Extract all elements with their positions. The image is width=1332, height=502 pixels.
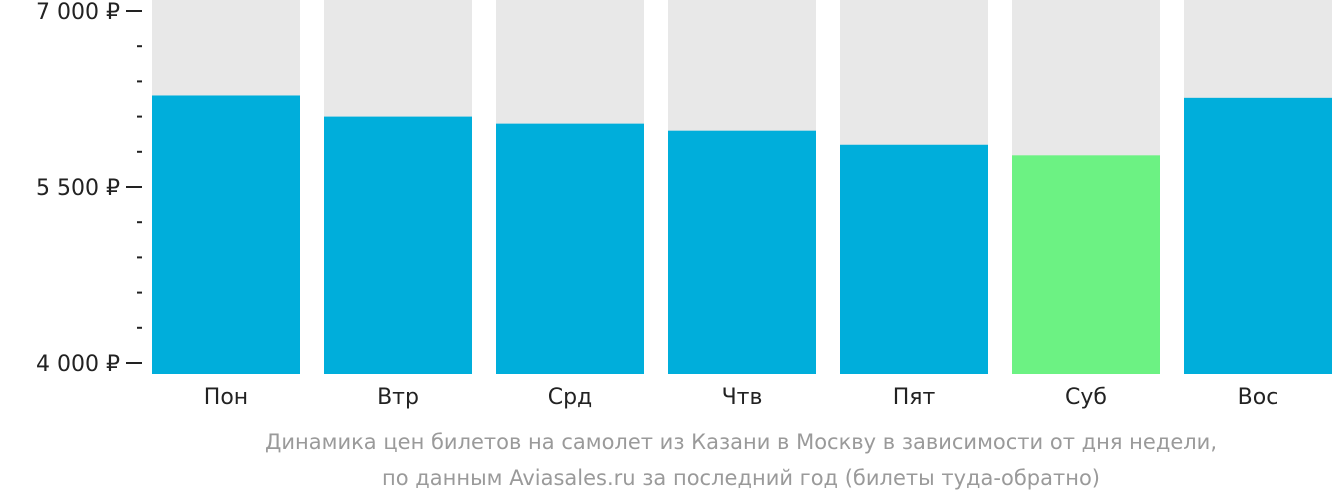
chart-caption-line2: по данным Aviasales.ru за последний год … xyxy=(382,466,1100,490)
bars: Пон Втр Срд Чтв Пят Суб Вос xyxy=(152,0,1332,410)
x-tick-label: Срд xyxy=(548,385,593,410)
chart-caption-line1: Динамика цен билетов на самолет из Казан… xyxy=(264,430,1218,454)
x-tick-label: Суб xyxy=(1065,385,1107,410)
bar[interactable] xyxy=(1012,155,1160,374)
bar[interactable] xyxy=(1184,97,1332,375)
x-tick-label: Вос xyxy=(1238,385,1279,410)
bar[interactable] xyxy=(840,144,988,374)
x-tick-label: Пят xyxy=(893,385,936,410)
x-tick-label: Пон xyxy=(204,385,248,410)
x-tick-label: Чтв xyxy=(722,385,763,410)
y-tick-label: 7 000 ₽ xyxy=(36,0,120,25)
bar[interactable] xyxy=(668,130,816,374)
y-tick-label: 4 000 ₽ xyxy=(36,352,120,377)
bar-chart: 7 000 ₽ 5 500 ₽ 4 000 ₽ Пон Втр Срд Чтв Пят Суб В… xyxy=(36,0,1332,410)
bar[interactable] xyxy=(496,123,644,374)
x-tick-label: Втр xyxy=(377,385,419,410)
y-tick-label: 5 500 ₽ xyxy=(36,176,120,201)
bar[interactable] xyxy=(152,95,300,374)
bar[interactable] xyxy=(324,116,472,374)
y-axis: 7 000 ₽ 5 500 ₽ 4 000 ₽ xyxy=(36,0,142,377)
